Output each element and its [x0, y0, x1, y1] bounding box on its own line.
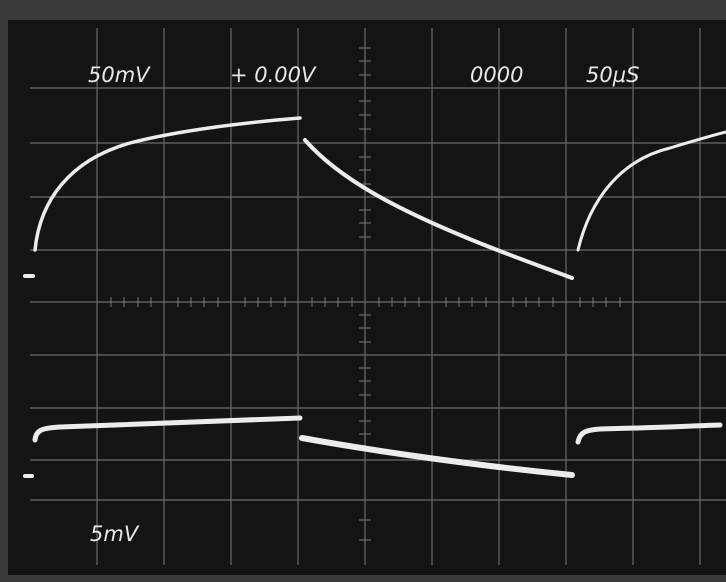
graticule [30, 28, 726, 565]
center-ticks [110, 47, 621, 541]
channel-2-scale: 5mV [90, 522, 140, 546]
counter: 0000 [470, 63, 523, 87]
timebase: 50µS [586, 63, 639, 87]
offset: + 0.00V [230, 63, 317, 87]
channel-1-trace [23, 116, 726, 280]
channel-2-trace [23, 415, 723, 478]
display [8, 20, 726, 575]
channel-1-scale: 50mV [88, 63, 151, 87]
